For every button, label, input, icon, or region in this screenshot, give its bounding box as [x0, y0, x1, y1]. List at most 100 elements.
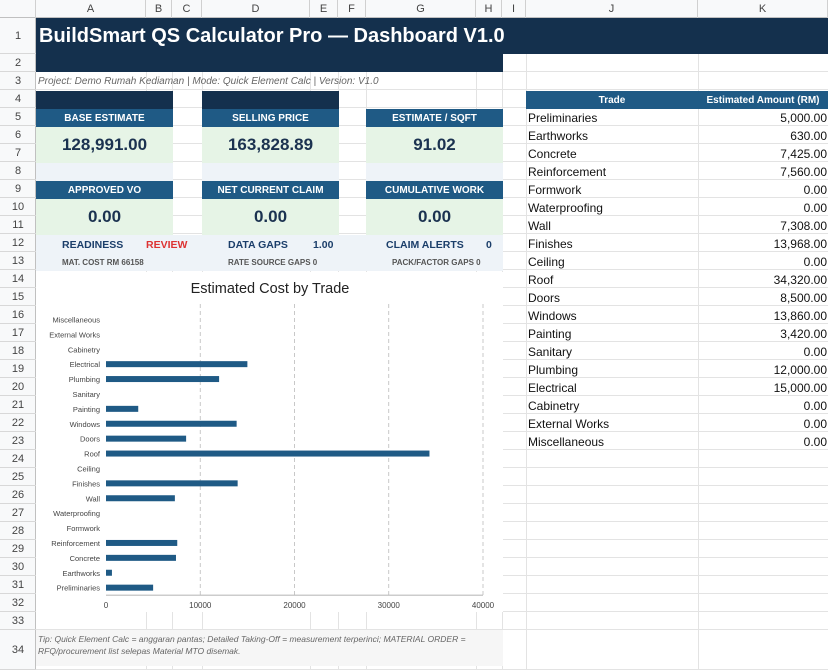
bar-concrete[interactable] — [106, 554, 176, 561]
bar-painting[interactable] — [106, 405, 139, 412]
row-header[interactable]: 24 — [0, 450, 36, 468]
trade-name-cell[interactable]: Reinforcement — [528, 165, 607, 179]
trade-amount-cell[interactable]: 7,560.00 — [780, 165, 827, 179]
bar-reinforcement[interactable] — [106, 539, 178, 546]
row-header[interactable]: 4 — [0, 90, 36, 108]
row-header[interactable]: 5 — [0, 108, 36, 126]
row-header[interactable]: 26 — [0, 486, 36, 504]
row-header[interactable]: 33 — [0, 612, 36, 630]
bar-earthworks[interactable] — [106, 569, 112, 576]
net-claim-value[interactable]: 0.00 — [202, 199, 339, 235]
trade-amount-cell[interactable]: 15,000.00 — [773, 381, 827, 395]
column-header-f[interactable]: F — [338, 0, 366, 18]
row-header[interactable]: 14 — [0, 270, 36, 288]
bar-doors[interactable] — [106, 435, 187, 442]
trade-name-cell[interactable]: Windows — [528, 309, 577, 323]
row-header[interactable]: 19 — [0, 360, 36, 378]
column-header-h[interactable]: H — [476, 0, 502, 18]
trade-name-cell[interactable]: Sanitary — [528, 345, 573, 359]
bar-wall[interactable] — [106, 495, 175, 502]
row-header[interactable]: 16 — [0, 306, 36, 324]
trade-amount-cell[interactable]: 8,500.00 — [780, 291, 827, 305]
row-header[interactable]: 27 — [0, 504, 36, 522]
estimate-sqft-value[interactable]: 91.02 — [366, 127, 503, 163]
row-header[interactable]: 18 — [0, 342, 36, 360]
readiness-status[interactable]: REVIEW — [146, 239, 188, 251]
approved-vo-value[interactable]: 0.00 — [36, 199, 173, 235]
row-header[interactable]: 32 — [0, 594, 36, 612]
trade-name-cell[interactable]: Electrical — [528, 381, 577, 395]
trade-amount-cell[interactable]: 3,420.00 — [780, 327, 827, 341]
trade-amount-cell[interactable]: 7,308.00 — [780, 219, 827, 233]
row-header[interactable]: 20 — [0, 378, 36, 396]
row-header[interactable]: 11 — [0, 216, 36, 234]
trade-name-cell[interactable]: Wall — [528, 219, 551, 233]
trade-name-cell[interactable]: Painting — [528, 327, 572, 341]
selling-price-value[interactable]: 163,828.89 — [202, 127, 339, 163]
trade-amount-cell[interactable]: 0.00 — [803, 345, 827, 359]
trade-amount-cell[interactable]: 0.00 — [803, 201, 827, 215]
row-header[interactable]: 31 — [0, 576, 36, 594]
row-header[interactable]: 23 — [0, 432, 36, 450]
trade-amount-cell[interactable]: 34,320.00 — [773, 273, 827, 287]
base-estimate-value[interactable]: 128,991.00 — [36, 127, 173, 163]
row-header[interactable]: 3 — [0, 72, 36, 90]
column-header-c[interactable]: C — [172, 0, 202, 18]
column-header-j[interactable]: J — [526, 0, 698, 18]
row-header[interactable]: 7 — [0, 144, 36, 162]
trade-name-cell[interactable]: Roof — [528, 273, 554, 287]
data-gaps-value[interactable]: 1.00 — [313, 239, 334, 251]
row-header[interactable]: 8 — [0, 162, 36, 180]
trade-amount-cell[interactable]: 13,968.00 — [773, 237, 827, 251]
row-header[interactable]: 12 — [0, 234, 36, 252]
column-header-b[interactable]: B — [146, 0, 172, 18]
row-header[interactable]: 21 — [0, 396, 36, 414]
column-header-d[interactable]: D — [202, 0, 310, 18]
trade-name-cell[interactable]: Concrete — [528, 147, 577, 161]
row-header[interactable]: 17 — [0, 324, 36, 342]
trade-amount-cell[interactable]: 12,000.00 — [773, 363, 827, 377]
trade-amount-cell[interactable]: 7,425.00 — [780, 147, 827, 161]
row-header[interactable]: 34 — [0, 630, 36, 670]
trade-name-cell[interactable]: Ceiling — [528, 255, 565, 269]
column-header-i[interactable]: I — [502, 0, 526, 18]
trade-amount-cell[interactable]: 0.00 — [803, 183, 827, 197]
bar-electrical[interactable] — [106, 361, 248, 368]
row-header[interactable]: 13 — [0, 252, 36, 270]
trade-name-cell[interactable]: Cabinetry — [528, 399, 580, 413]
select-all-corner[interactable] — [0, 0, 36, 18]
bar-windows[interactable] — [106, 420, 237, 427]
row-header[interactable]: 10 — [0, 198, 36, 216]
bar-finishes[interactable] — [106, 480, 238, 487]
row-header[interactable]: 6 — [0, 126, 36, 144]
trade-name-cell[interactable]: Preliminaries — [528, 111, 598, 125]
row-header[interactable]: 2 — [0, 54, 36, 72]
trade-amount-cell[interactable]: 0.00 — [803, 435, 827, 449]
trade-amount-cell[interactable]: 0.00 — [803, 417, 827, 431]
row-header[interactable]: 28 — [0, 522, 36, 540]
trade-name-cell[interactable]: Plumbing — [528, 363, 579, 377]
cost-chart-panel[interactable]: Estimated Cost by Trade Miscellaneous Ext… — [36, 272, 503, 612]
column-header-a[interactable]: A — [36, 0, 146, 18]
row-header[interactable]: 22 — [0, 414, 36, 432]
trade-name-cell[interactable]: Doors — [528, 291, 561, 305]
trade-name-cell[interactable]: Finishes — [528, 237, 573, 251]
trade-name-cell[interactable]: Earthworks — [528, 129, 589, 143]
row-header[interactable]: 29 — [0, 540, 36, 558]
trade-amount-cell[interactable]: 0.00 — [803, 399, 827, 413]
trade-name-cell[interactable]: Miscellaneous — [528, 435, 605, 449]
bar-preliminaries[interactable] — [106, 584, 154, 591]
trade-name-cell[interactable]: Waterproofing — [528, 201, 603, 215]
cumulative-work-value[interactable]: 0.00 — [366, 199, 503, 235]
claim-alerts-value[interactable]: 0 — [486, 239, 492, 251]
column-header-k[interactable]: K — [698, 0, 828, 18]
row-header[interactable]: 1 — [0, 18, 36, 54]
row-header[interactable]: 25 — [0, 468, 36, 486]
trade-amount-cell[interactable]: 5,000.00 — [780, 111, 827, 125]
trade-name-cell[interactable]: External Works — [528, 417, 610, 431]
row-header[interactable]: 30 — [0, 558, 36, 576]
bar-roof[interactable] — [106, 450, 430, 457]
trade-amount-cell[interactable]: 630.00 — [790, 129, 827, 143]
column-header-e[interactable]: E — [310, 0, 338, 18]
trade-amount-cell[interactable]: 0.00 — [803, 255, 827, 269]
